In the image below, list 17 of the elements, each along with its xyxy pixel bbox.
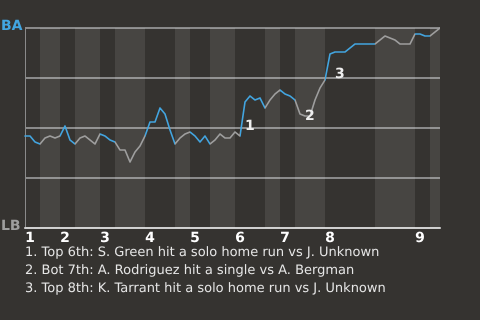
text: 2. Bot 7th: A. Rodriguez hit a single vs A. Bergman bbox=[25, 263, 354, 278]
x-tick-label: 9 bbox=[415, 230, 425, 246]
x-tick-label: 6 bbox=[235, 230, 245, 246]
x-tick-label: 2 bbox=[60, 230, 70, 246]
text: BA bbox=[1, 18, 23, 34]
annotation: 3 bbox=[335, 66, 345, 82]
x-tick-label: 8 bbox=[325, 230, 335, 246]
x-tick-label: 7 bbox=[280, 230, 290, 246]
text: 3. Top 8th: K. Tarrant hit a solo home run vs J. Unknown bbox=[25, 281, 386, 296]
x-tick-label: 3 bbox=[100, 230, 110, 246]
text: LB bbox=[1, 218, 21, 234]
text: 1. Top 6th: S. Green hit a solo home run vs J. Unknown bbox=[25, 245, 380, 260]
x-tick-label: 4 bbox=[145, 230, 156, 246]
x-tick-label: 1 bbox=[25, 230, 35, 246]
x-tick-label: 5 bbox=[190, 230, 200, 246]
annotation: 2 bbox=[305, 108, 315, 124]
annotation: 1 bbox=[245, 118, 255, 134]
